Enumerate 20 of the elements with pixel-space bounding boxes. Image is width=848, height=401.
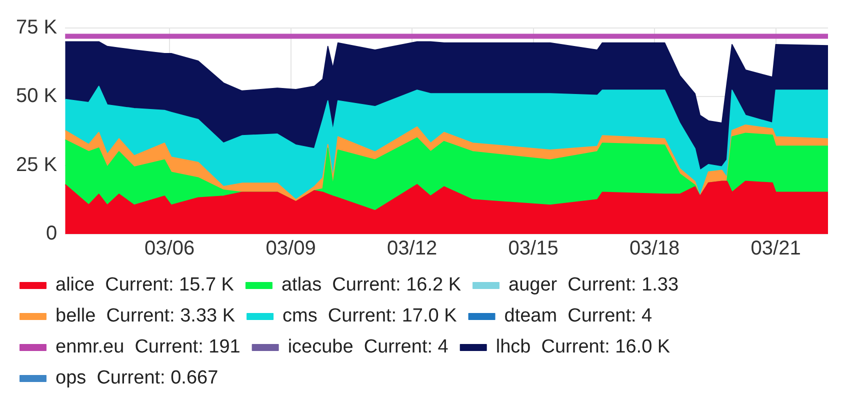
legend-label: ops Current: 0.667 <box>56 368 218 389</box>
x-tick-label: 03/09 <box>266 238 316 260</box>
legend-label: cms Current: 17.0 K <box>282 306 458 327</box>
legend-label: alice Current: 15.7 K <box>56 274 234 296</box>
legend-label: lhcb Current: 16.0 K <box>496 336 670 358</box>
legend-label: icecube Current: 4 <box>288 336 449 358</box>
x-tick-label: 03/15 <box>508 238 558 260</box>
x-tick-label: 03/12 <box>387 238 438 260</box>
x-tick-label: 03/18 <box>630 238 680 260</box>
x-tick-label: 03/21 <box>750 238 801 260</box>
y-tick-label: 25 K <box>16 154 58 176</box>
legend-label: dteam Current: 4 <box>504 306 653 327</box>
y-tick-label: 75 K <box>16 16 58 39</box>
legend-label: enmr.eu Current: 191 <box>56 336 240 358</box>
legend-label: auger Current: 1.33 <box>508 274 679 296</box>
legend-label: belle Current: 3.33 K <box>56 306 236 327</box>
x-tick-label: 03/06 <box>144 238 195 260</box>
legend-label: atlas Current: 16.2 K <box>281 274 462 296</box>
y-tick-label: 50 K <box>16 85 58 108</box>
y-tick-label: 0 <box>46 222 58 245</box>
